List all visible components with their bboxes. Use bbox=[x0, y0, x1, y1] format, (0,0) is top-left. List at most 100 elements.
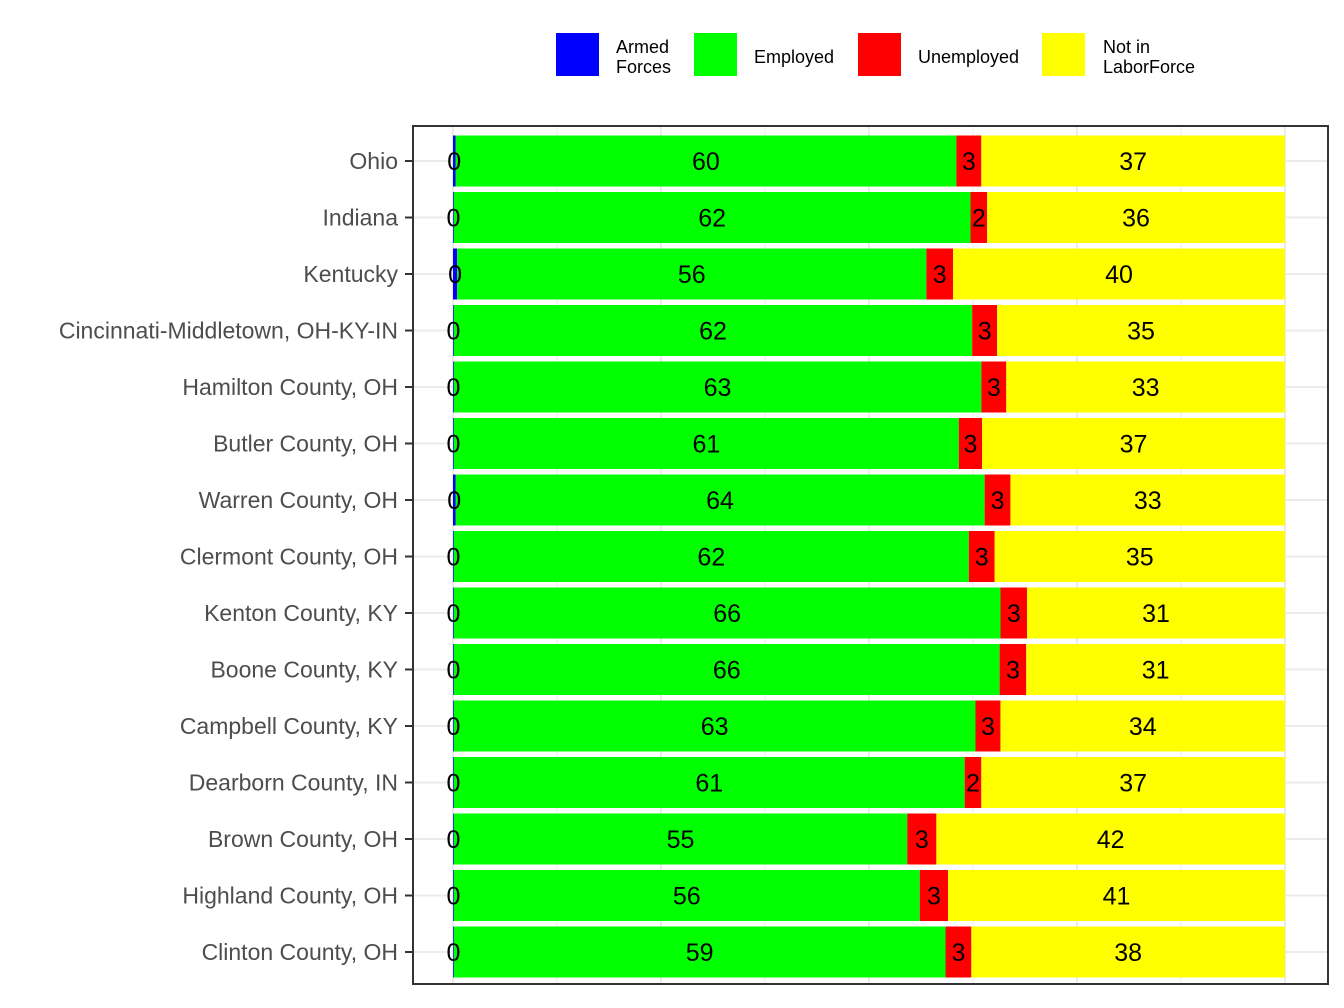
data-label: 3 bbox=[962, 148, 976, 176]
data-label: 0 bbox=[446, 713, 460, 741]
data-label: 0 bbox=[446, 431, 460, 459]
data-label: 2 bbox=[966, 770, 980, 798]
bar-segment-armed-forces bbox=[453, 813, 454, 865]
bar-segment-armed-forces bbox=[453, 135, 456, 187]
data-label: 64 bbox=[706, 487, 734, 515]
bar-segment-employed bbox=[455, 135, 957, 187]
bar-segment-employed bbox=[453, 418, 959, 469]
data-label: 35 bbox=[1126, 544, 1154, 572]
legend-label: Unemployed bbox=[918, 47, 1019, 67]
bar-segment-employed bbox=[453, 813, 908, 865]
data-label: 3 bbox=[981, 713, 995, 741]
bar-segment-armed-forces bbox=[453, 192, 454, 243]
data-label: 37 bbox=[1119, 148, 1147, 176]
bar-segment-not-in-laborforce bbox=[953, 248, 1285, 300]
data-label: 63 bbox=[701, 713, 729, 741]
data-label: 37 bbox=[1120, 431, 1148, 459]
bar-segment-employed bbox=[453, 587, 1001, 639]
bar-segment-not-in-laborforce bbox=[981, 757, 1285, 808]
data-label: 2 bbox=[972, 205, 986, 233]
data-label: 36 bbox=[1122, 205, 1150, 233]
bar-segment-not-in-laborforce bbox=[997, 305, 1285, 356]
bar-segment-armed-forces bbox=[453, 305, 454, 356]
bar-segment-armed-forces bbox=[453, 644, 454, 695]
bar-segment-not-in-laborforce bbox=[1000, 700, 1285, 752]
bar-segment-not-in-laborforce bbox=[1026, 644, 1285, 695]
y-axis-label: Highland County, OH bbox=[182, 883, 398, 909]
bar-segment-employed bbox=[453, 700, 976, 752]
data-label: 0 bbox=[446, 318, 460, 346]
data-label: 56 bbox=[678, 261, 706, 289]
data-label: 59 bbox=[686, 939, 714, 967]
bar-segment-not-in-laborforce bbox=[981, 135, 1285, 187]
bar-segment-employed bbox=[453, 870, 920, 921]
data-label: 0 bbox=[446, 374, 460, 402]
data-label: 3 bbox=[1007, 600, 1021, 628]
bar-segment-unemployed bbox=[999, 644, 1027, 695]
data-label: 34 bbox=[1129, 713, 1157, 741]
legend-key-armed-forces bbox=[556, 33, 599, 76]
bar-segment-employed bbox=[453, 531, 969, 582]
bar-segment-armed-forces bbox=[453, 926, 454, 978]
data-label: 31 bbox=[1142, 600, 1170, 628]
y-axis-label: Warren County, OH bbox=[199, 487, 398, 513]
bar-segment-employed bbox=[453, 361, 982, 413]
bar-segment-armed-forces bbox=[453, 757, 454, 808]
data-label: 40 bbox=[1105, 261, 1133, 289]
data-label: 3 bbox=[1006, 657, 1020, 685]
bar-segment-unemployed bbox=[968, 531, 995, 582]
bar-segment-not-in-laborforce bbox=[987, 192, 1285, 243]
data-label: 33 bbox=[1132, 374, 1160, 402]
bar-segment-employed bbox=[453, 305, 973, 356]
y-axis-label: Indiana bbox=[323, 205, 399, 231]
data-label: 0 bbox=[446, 883, 460, 911]
data-label: 3 bbox=[951, 939, 965, 967]
data-label: 41 bbox=[1103, 883, 1131, 911]
legend-label: Not in bbox=[1103, 37, 1150, 57]
bar-segment-not-in-laborforce bbox=[1027, 587, 1285, 639]
bar-segment-unemployed bbox=[926, 248, 954, 300]
bar-segment-unemployed bbox=[1000, 587, 1028, 639]
legend-key-employed bbox=[694, 33, 737, 76]
bar-segment-unemployed bbox=[972, 305, 998, 356]
data-label: 66 bbox=[713, 657, 741, 685]
plot-border bbox=[412, 125, 1329, 985]
y-axis-label: Ohio bbox=[349, 148, 398, 174]
bar-segment-not-in-laborforce bbox=[936, 813, 1285, 865]
y-axis-label: Clermont County, OH bbox=[180, 544, 398, 570]
data-label: 61 bbox=[695, 770, 723, 798]
bar-segment-unemployed bbox=[984, 474, 1011, 526]
data-label: 3 bbox=[978, 318, 992, 346]
data-label: 56 bbox=[673, 883, 701, 911]
y-axis-label: Campbell County, KY bbox=[180, 713, 398, 739]
data-label: 0 bbox=[446, 205, 460, 233]
bar-segment-employed bbox=[453, 926, 946, 978]
bar-segment-unemployed bbox=[907, 813, 937, 865]
bar-segment-employed bbox=[453, 757, 965, 808]
bar-segment-unemployed bbox=[919, 870, 949, 921]
bar-segment-armed-forces bbox=[453, 361, 454, 413]
data-label: 0 bbox=[446, 939, 460, 967]
data-label: 0 bbox=[446, 657, 460, 685]
bar-segment-armed-forces bbox=[453, 474, 456, 526]
data-label: 31 bbox=[1142, 657, 1170, 685]
bar-segment-unemployed bbox=[981, 361, 1007, 413]
bar-segment-unemployed bbox=[956, 135, 982, 187]
data-label: 62 bbox=[698, 205, 726, 233]
data-label: 0 bbox=[446, 770, 460, 798]
bar-segment-armed-forces bbox=[453, 870, 454, 921]
y-axis-label: Kenton County, KY bbox=[204, 600, 398, 626]
bar-segment-not-in-laborforce bbox=[1010, 474, 1285, 526]
legend-label: Forces bbox=[616, 57, 671, 77]
y-axis-label: Cincinnati-Middletown, OH-KY-IN bbox=[59, 318, 398, 344]
legend-key-unemployed bbox=[858, 33, 901, 76]
y-axis-label: Kentucky bbox=[303, 261, 398, 287]
y-axis-label: Boone County, KY bbox=[210, 657, 398, 683]
data-label: 61 bbox=[692, 431, 720, 459]
legend-label: Armed bbox=[616, 37, 669, 57]
data-label: 33 bbox=[1134, 487, 1162, 515]
data-label: 60 bbox=[692, 148, 720, 176]
y-axis-label: Clinton County, OH bbox=[202, 939, 398, 965]
legend-label: Employed bbox=[754, 47, 834, 67]
data-label: 63 bbox=[704, 374, 732, 402]
